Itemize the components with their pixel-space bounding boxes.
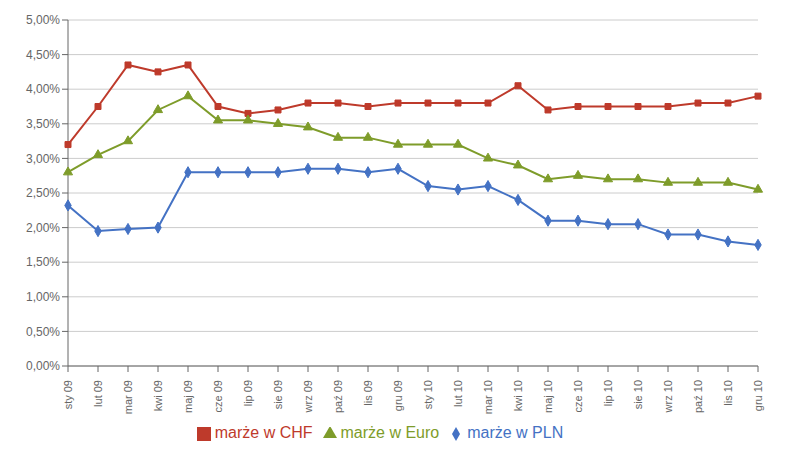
svg-text:3,00%: 3,00%: [26, 152, 60, 166]
svg-text:lip 09: lip 09: [242, 380, 254, 406]
svg-text:paź 10: paź 10: [692, 380, 704, 413]
svg-text:cze 09: cze 09: [212, 380, 224, 412]
svg-text:cze 10: cze 10: [572, 380, 584, 412]
svg-text:mar 10: mar 10: [482, 380, 494, 414]
svg-text:sie 09: sie 09: [272, 380, 284, 409]
svg-text:lip 10: lip 10: [602, 380, 614, 406]
svg-text:0,00%: 0,00%: [26, 359, 60, 373]
svg-text:lut 09: lut 09: [92, 380, 104, 407]
svg-text:0,50%: 0,50%: [26, 325, 60, 339]
html-text:marże w Euro: marże w Euro: [340, 424, 440, 441]
svg-text:lis 10: lis 10: [722, 380, 734, 406]
svg-text:sie 10: sie 10: [632, 380, 644, 409]
svg-text:wrz 09: wrz 09: [302, 380, 314, 413]
svg-text:wrz 10: wrz 10: [662, 380, 674, 413]
html-text:marże w CHF: marże w CHF: [214, 424, 313, 441]
svg-text:lut 10: lut 10: [452, 380, 464, 407]
svg-text:paź 09: paź 09: [332, 380, 344, 413]
svg-text:1,00%: 1,00%: [26, 290, 60, 304]
svg-text:maj 09: maj 09: [182, 380, 194, 413]
svg-text:4,00%: 4,00%: [26, 82, 60, 96]
svg-text:lis 09: lis 09: [362, 380, 374, 406]
svg-text:sty 09: sty 09: [62, 380, 74, 409]
svg-text:gru 10: gru 10: [752, 380, 764, 411]
svg-text:gru 09: gru 09: [392, 380, 404, 411]
html-text:marże w PLN: marże w PLN: [467, 424, 564, 441]
svg-text:2,50%: 2,50%: [26, 186, 60, 200]
svg-text:kwi 10: kwi 10: [512, 380, 524, 411]
svg-text:mar 09: mar 09: [122, 380, 134, 414]
svg-text:4,50%: 4,50%: [26, 48, 60, 62]
svg-text:maj 10: maj 10: [542, 380, 554, 413]
svg-text:1,50%: 1,50%: [26, 255, 60, 269]
svg-text:5,00%: 5,00%: [26, 13, 60, 27]
svg-text:sty 10: sty 10: [422, 380, 434, 409]
svg-text:3,50%: 3,50%: [26, 117, 60, 131]
svg-text:2,00%: 2,00%: [26, 221, 60, 235]
svg-text:kwi 09: kwi 09: [152, 380, 164, 411]
